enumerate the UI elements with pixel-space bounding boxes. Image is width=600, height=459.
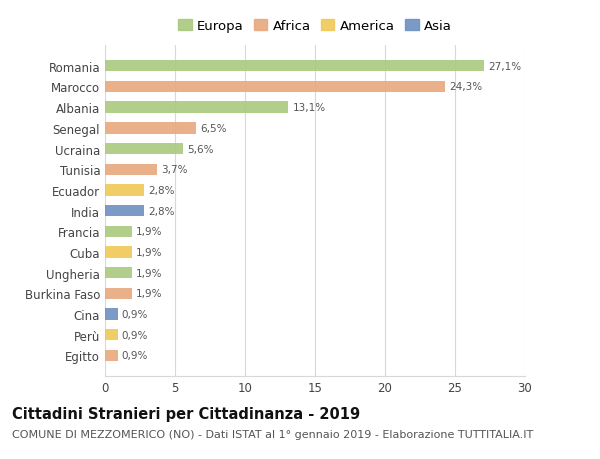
Text: 24,3%: 24,3%	[449, 82, 482, 92]
Bar	[105, 82, 445, 93]
Text: 0,9%: 0,9%	[122, 351, 148, 361]
Bar	[105, 268, 131, 279]
Text: 1,9%: 1,9%	[136, 227, 162, 237]
Text: 27,1%: 27,1%	[488, 62, 522, 72]
Bar	[105, 288, 131, 299]
Bar	[105, 144, 184, 155]
Bar	[105, 330, 118, 341]
Bar	[105, 350, 118, 361]
Bar	[105, 247, 131, 258]
Text: 0,9%: 0,9%	[122, 330, 148, 340]
Bar	[105, 206, 144, 217]
Bar	[105, 61, 484, 72]
Text: Cittadini Stranieri per Cittadinanza - 2019: Cittadini Stranieri per Cittadinanza - 2…	[12, 406, 360, 421]
Text: 2,8%: 2,8%	[148, 206, 175, 216]
Text: 1,9%: 1,9%	[136, 289, 162, 299]
Text: 5,6%: 5,6%	[188, 144, 214, 154]
Text: 1,9%: 1,9%	[136, 247, 162, 257]
Text: COMUNE DI MEZZOMERICO (NO) - Dati ISTAT al 1° gennaio 2019 - Elaborazione TUTTIT: COMUNE DI MEZZOMERICO (NO) - Dati ISTAT …	[12, 429, 533, 439]
Bar	[105, 309, 118, 320]
Bar	[105, 102, 289, 113]
Text: 3,7%: 3,7%	[161, 165, 187, 175]
Bar	[105, 123, 196, 134]
Text: 0,9%: 0,9%	[122, 309, 148, 319]
Text: 1,9%: 1,9%	[136, 268, 162, 278]
Bar	[105, 185, 144, 196]
Legend: Europa, Africa, America, Asia: Europa, Africa, America, Asia	[178, 20, 452, 33]
Text: 6,5%: 6,5%	[200, 123, 227, 134]
Bar	[105, 226, 131, 237]
Text: 2,8%: 2,8%	[148, 185, 175, 196]
Text: 13,1%: 13,1%	[293, 103, 326, 113]
Bar	[105, 164, 157, 175]
